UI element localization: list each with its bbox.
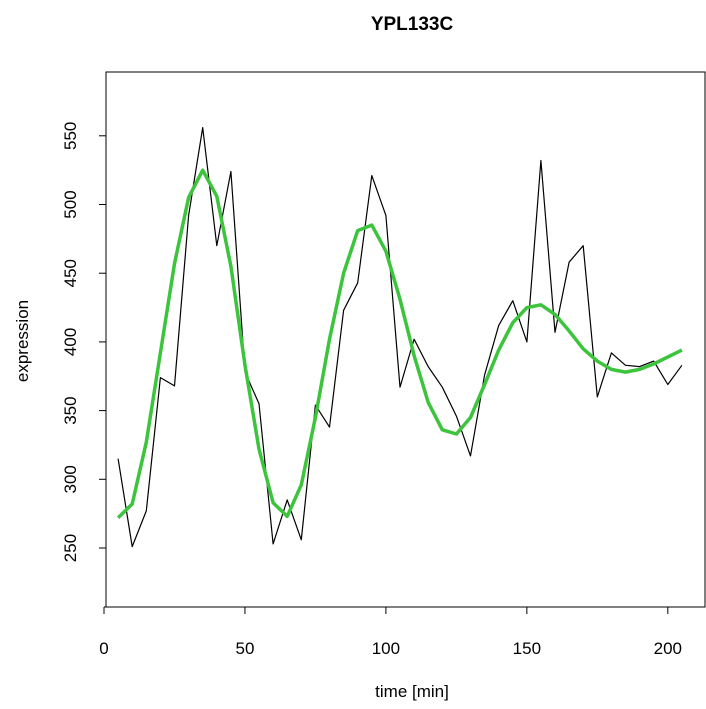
y-tick-label-3: 400 xyxy=(61,328,80,356)
series-line-smoothed xyxy=(116,168,683,520)
x-tick-label-2: 100 xyxy=(372,639,400,658)
x-tick-label-4: 200 xyxy=(654,639,682,658)
y-tick-label-4: 450 xyxy=(61,259,80,287)
y-tick-label-0: 250 xyxy=(61,534,80,562)
plot-area-box xyxy=(105,71,706,608)
series-line-raw xyxy=(117,126,683,548)
y-axis-label: expression xyxy=(13,300,32,382)
series-group xyxy=(116,126,683,548)
y-tick-label-5: 500 xyxy=(61,190,80,218)
y-axis: 250 300 350 400 450 500 550 xyxy=(61,122,107,562)
chart-title: YPL133C xyxy=(371,14,454,35)
x-axis: 0 50 100 150 200 xyxy=(99,606,682,658)
x-tick-label-3: 150 xyxy=(513,639,541,658)
y-tick-label-6: 550 xyxy=(61,122,80,150)
y-tick-label-2: 350 xyxy=(61,396,80,424)
y-tick-label-1: 300 xyxy=(61,465,80,493)
x-axis-label: time [min] xyxy=(375,682,449,701)
x-tick-label-0: 0 xyxy=(99,639,108,658)
x-tick-label-1: 50 xyxy=(235,639,254,658)
